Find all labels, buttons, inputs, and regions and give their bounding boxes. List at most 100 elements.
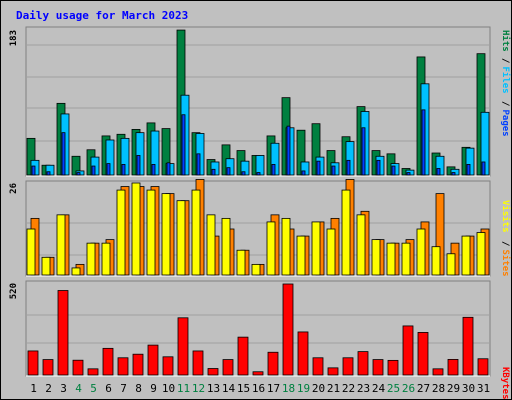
x-tick-day-21: 21 bbox=[327, 382, 340, 395]
x-tick-day-27: 27 bbox=[417, 382, 430, 395]
x-tick-day-18: 18 bbox=[282, 382, 295, 395]
legend-label-2-3: Sites bbox=[500, 250, 511, 277]
bar-pages-day-26 bbox=[406, 172, 411, 176]
bar-visits-day-15 bbox=[236, 249, 246, 276]
bar-visits-day-9 bbox=[146, 189, 156, 276]
bar-pages-day-29 bbox=[451, 172, 456, 176]
bar-visits-day-5 bbox=[86, 242, 96, 276]
y-max-label-1: 183 bbox=[9, 30, 19, 46]
bar-visits-day-28 bbox=[431, 246, 441, 276]
x-tick-day-23: 23 bbox=[357, 382, 370, 395]
bar-pages-day-1 bbox=[31, 165, 36, 176]
bar-kbytes-day-29 bbox=[447, 358, 459, 376]
bar-pages-day-5 bbox=[91, 165, 96, 176]
bar-kbytes-day-10 bbox=[162, 356, 174, 376]
x-tick-day-29: 29 bbox=[447, 382, 460, 395]
bar-kbytes-day-6 bbox=[102, 347, 114, 376]
x-tick-day-5: 5 bbox=[90, 382, 97, 395]
x-tick-day-6: 6 bbox=[105, 382, 112, 395]
bar-kbytes-day-7 bbox=[117, 357, 129, 376]
bar-kbytes-day-5 bbox=[87, 368, 99, 376]
bar-kbytes-day-23 bbox=[357, 351, 369, 376]
bar-visits-day-25 bbox=[386, 242, 396, 276]
legend-label-2-1: Visits bbox=[500, 200, 511, 233]
bar-pages-day-18 bbox=[286, 125, 291, 176]
bar-kbytes-day-9 bbox=[147, 344, 159, 376]
legend-label-1-2: / bbox=[500, 58, 510, 63]
bar-visits-day-3 bbox=[56, 214, 66, 276]
chart-title: Daily usage for March 2023 bbox=[16, 9, 188, 22]
bar-pages-day-19 bbox=[301, 170, 306, 176]
bar-visits-day-6 bbox=[101, 242, 111, 276]
legend-label-1-1: Hits bbox=[500, 30, 511, 52]
legend-label-1-4: / bbox=[500, 101, 510, 106]
bar-pages-day-28 bbox=[436, 168, 441, 176]
bar-kbytes-day-1 bbox=[27, 350, 39, 376]
bar-pages-day-3 bbox=[61, 132, 66, 176]
bar-pages-day-25 bbox=[391, 165, 396, 176]
bar-visits-day-8 bbox=[131, 182, 141, 276]
bar-visits-day-17 bbox=[266, 221, 276, 276]
bar-kbytes-day-16 bbox=[252, 371, 264, 376]
bar-visits-day-18 bbox=[281, 217, 291, 276]
y-max-label-2: 26 bbox=[9, 183, 19, 194]
x-tick-day-11: 11 bbox=[177, 382, 190, 395]
x-tick-day-26: 26 bbox=[402, 382, 415, 395]
bar-kbytes-day-24 bbox=[372, 359, 384, 376]
bar-visits-day-30 bbox=[461, 235, 471, 276]
bar-pages-day-6 bbox=[106, 163, 111, 176]
bar-pages-day-30 bbox=[466, 164, 471, 176]
bar-visits-day-1 bbox=[26, 228, 36, 276]
bar-pages-day-12 bbox=[196, 153, 201, 176]
bar-kbytes-day-28 bbox=[432, 368, 444, 376]
bar-kbytes-day-25 bbox=[387, 359, 399, 376]
bar-visits-day-31 bbox=[476, 232, 486, 276]
x-tick-day-1: 1 bbox=[30, 382, 37, 395]
x-tick-day-2: 2 bbox=[45, 382, 52, 395]
x-tick-day-30: 30 bbox=[462, 382, 475, 395]
bar-kbytes-day-15 bbox=[237, 336, 249, 376]
bar-kbytes-day-2 bbox=[42, 359, 54, 376]
bar-kbytes-day-18 bbox=[282, 283, 294, 376]
bar-pages-day-24 bbox=[376, 159, 381, 176]
x-tick-day-24: 24 bbox=[372, 382, 386, 395]
bar-pages-day-27 bbox=[421, 109, 426, 176]
bar-visits-day-27 bbox=[416, 228, 426, 276]
bar-pages-day-17 bbox=[271, 164, 276, 176]
bar-kbytes-day-27 bbox=[417, 332, 429, 376]
bar-visits-day-10 bbox=[161, 193, 171, 276]
bar-visits-day-12 bbox=[191, 189, 201, 276]
x-tick-day-13: 13 bbox=[207, 382, 220, 395]
bar-pages-day-4 bbox=[76, 172, 81, 176]
x-tick-day-28: 28 bbox=[432, 382, 445, 395]
bar-pages-day-13 bbox=[211, 168, 216, 176]
legend-label-2-2: / bbox=[500, 241, 510, 246]
x-tick-day-12: 12 bbox=[192, 382, 205, 395]
legend-label-1-5: Pages bbox=[500, 110, 510, 137]
bar-pages-day-23 bbox=[361, 127, 366, 176]
x-tick-day-31: 31 bbox=[477, 382, 490, 395]
bar-pages-day-16 bbox=[256, 172, 261, 176]
x-tick-day-14: 14 bbox=[222, 382, 236, 395]
bar-pages-day-14 bbox=[226, 167, 231, 176]
x-tick-day-19: 19 bbox=[297, 382, 310, 395]
bar-pages-day-21 bbox=[331, 165, 336, 176]
bar-visits-day-20 bbox=[311, 221, 321, 276]
bar-visits-day-16 bbox=[251, 263, 261, 276]
bar-kbytes-day-8 bbox=[132, 353, 144, 376]
x-tick-day-22: 22 bbox=[342, 382, 355, 395]
bar-pages-day-15 bbox=[241, 171, 246, 176]
x-tick-day-17: 17 bbox=[267, 382, 280, 395]
bar-visits-day-14 bbox=[221, 217, 231, 276]
bar-files-day-16 bbox=[255, 155, 265, 176]
bar-visits-day-7 bbox=[116, 189, 126, 276]
legend-label-1-3: Files bbox=[500, 67, 511, 94]
x-tick-day-4: 4 bbox=[75, 382, 82, 395]
bar-kbytes-day-20 bbox=[312, 357, 324, 376]
bar-visits-day-23 bbox=[356, 214, 366, 276]
legend-label-3-1: KBytes bbox=[500, 367, 510, 400]
bar-visits-day-26 bbox=[401, 242, 411, 276]
y-max-label-3: 520 bbox=[9, 283, 19, 299]
x-tick-day-20: 20 bbox=[312, 382, 325, 395]
